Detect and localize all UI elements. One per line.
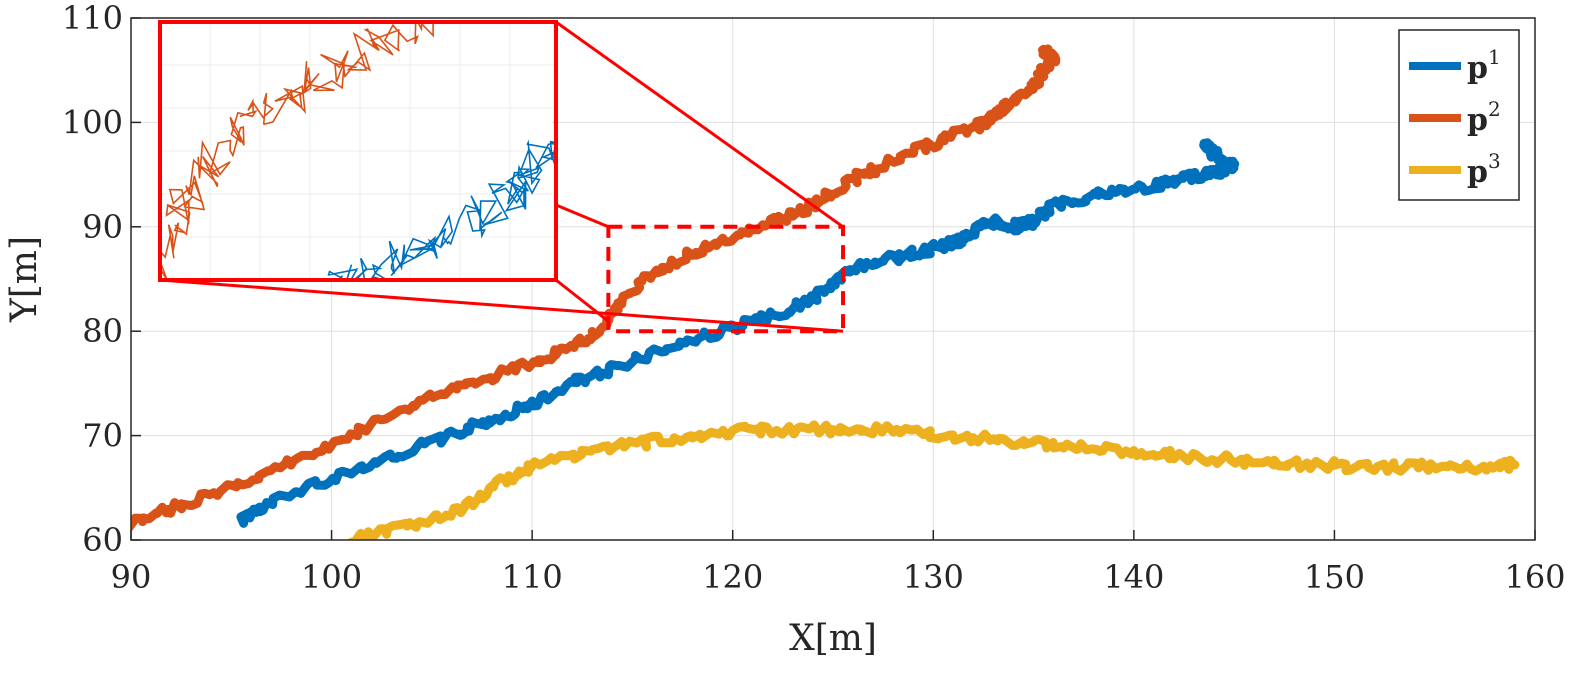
zoom-connector bbox=[555, 278, 610, 323]
legend-superscript: 2 bbox=[1488, 97, 1501, 121]
plot-frame bbox=[130, 17, 1536, 541]
series-layer bbox=[131, 44, 1520, 540]
zoom-source-box bbox=[606, 224, 846, 334]
y-tick-label: 60 bbox=[82, 521, 123, 559]
zoom-connector bbox=[555, 20, 844, 229]
zoom-inset bbox=[158, 20, 846, 334]
x-tick-label: 130 bbox=[903, 558, 964, 596]
x-tick-label: 100 bbox=[301, 558, 362, 596]
y-tick-label: 80 bbox=[82, 312, 123, 350]
x-tick-label: 110 bbox=[502, 558, 563, 596]
inset-content bbox=[160, 22, 556, 280]
y-tick-label: 70 bbox=[82, 417, 123, 455]
legend-symbol: p bbox=[1467, 155, 1488, 190]
zoom-connector bbox=[555, 203, 609, 229]
axis-ticks: 90 100 110 120 130 140 150 160 60 70 80 90 100 110 bbox=[62, 0, 1566, 596]
legend-symbol: p bbox=[1467, 103, 1488, 138]
legend-label-p3: p3 bbox=[1467, 149, 1501, 190]
x-axis-title: X[m] bbox=[789, 618, 877, 659]
x-tick-label: 120 bbox=[702, 558, 763, 596]
y-tick-label: 90 bbox=[82, 208, 123, 246]
inset-frame bbox=[158, 20, 558, 282]
x-tick-label: 90 bbox=[111, 558, 152, 596]
legend-superscript: 3 bbox=[1488, 149, 1501, 173]
y-tick-label: 110 bbox=[62, 0, 123, 37]
legend-superscript: 1 bbox=[1488, 45, 1501, 69]
y-axis-title: Y[m] bbox=[4, 236, 45, 323]
x-tick-label: 140 bbox=[1103, 558, 1164, 596]
zoom-connector bbox=[159, 278, 844, 333]
legend-symbol: p bbox=[1467, 51, 1488, 86]
series-line-p1 bbox=[236, 138, 1240, 528]
series-line-p2 bbox=[131, 44, 1061, 532]
x-tick-label: 160 bbox=[1504, 558, 1565, 596]
x-tick-label: 150 bbox=[1304, 558, 1365, 596]
series-line-p3 bbox=[347, 420, 1520, 540]
legend-label-p2: p2 bbox=[1467, 97, 1501, 138]
inset-series-p2 bbox=[160, 22, 463, 280]
y-tick-label: 100 bbox=[62, 103, 123, 141]
legend-label-p1: p1 bbox=[1467, 45, 1501, 86]
